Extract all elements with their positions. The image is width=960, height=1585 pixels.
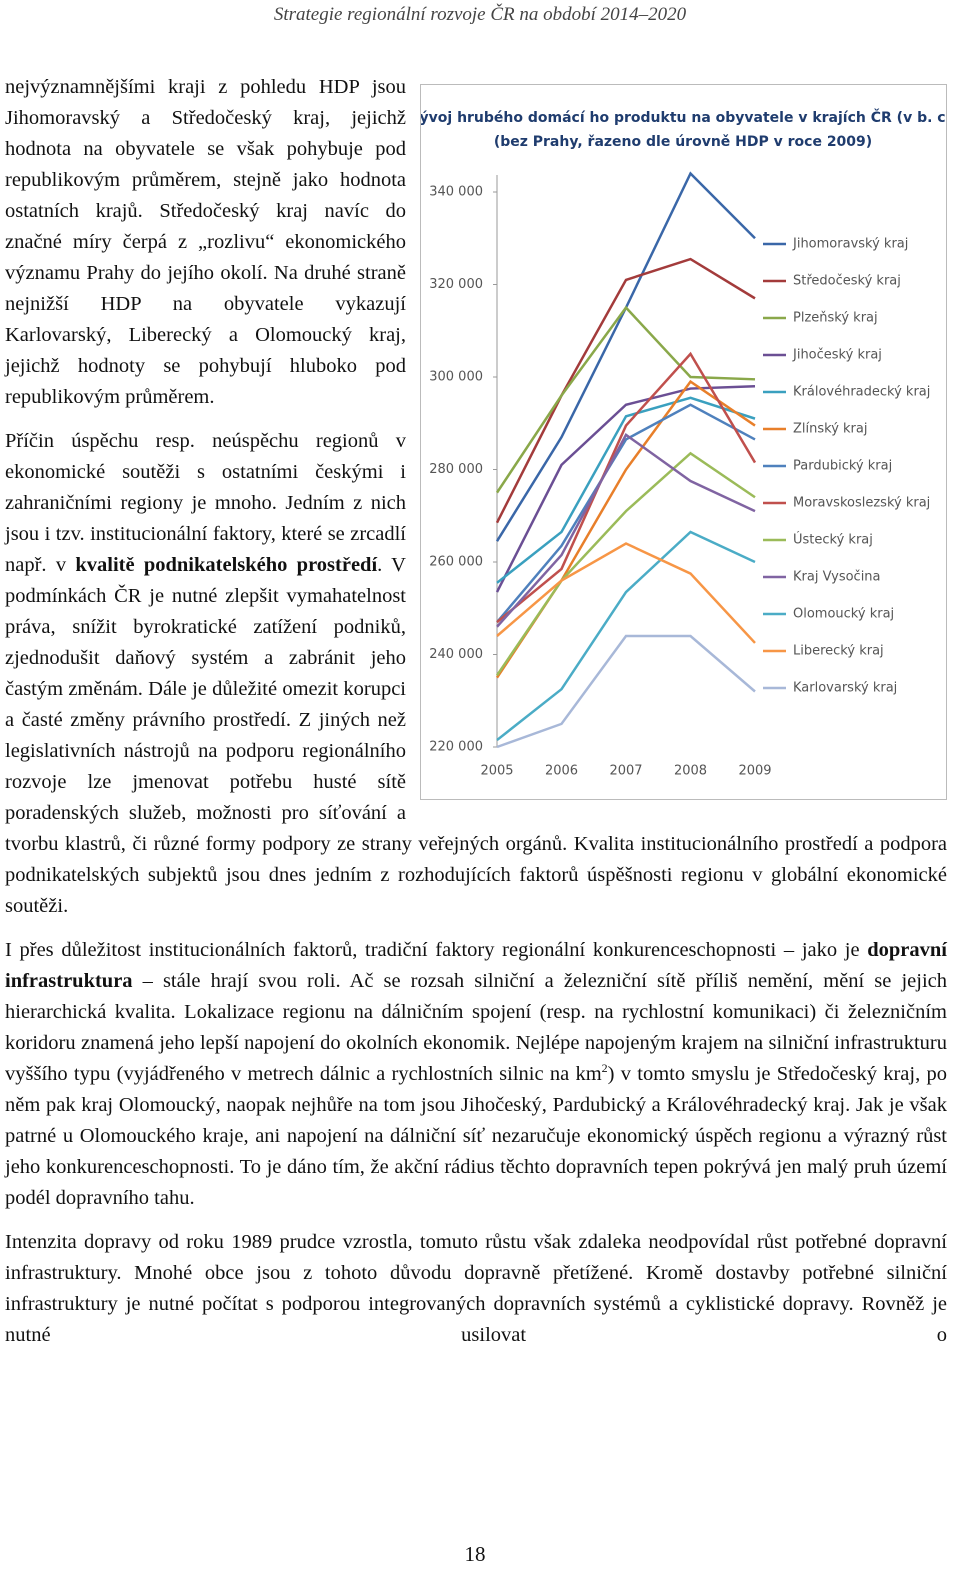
text-run: – stále hrají svou roli. Ač se rozsah si… [5, 970, 947, 1085]
y-tick-label: 300 000 [429, 370, 483, 385]
legend-label: Zlínský kraj [793, 422, 867, 437]
chart-title: Vývoj hrubého domácí ho produktu na obyv… [421, 108, 946, 126]
legend-label: Středočeský kraj [793, 274, 901, 289]
series-line [495, 171, 756, 542]
chart: Vývoj hrubého domácí ho produktu na obyv… [421, 108, 946, 779]
y-tick-label: 260 000 [429, 555, 483, 570]
legend-label: Královéhradecký kraj [793, 385, 930, 400]
text-run: nejvýznamnějšími kraji z pohledu HDP jso… [5, 76, 406, 408]
legend-label: Jihomoravský kraj [792, 237, 908, 252]
legend-label: Kraj Vysočina [793, 570, 881, 585]
text-body: Vývoj hrubého domácí ho produktu na obyv… [5, 72, 947, 1364]
legend-label: Jihočeský kraj [792, 348, 882, 363]
paragraph: Intenzita dopravy od roku 1989 prudce vz… [5, 1227, 947, 1351]
y-tick-label: 340 000 [429, 185, 483, 200]
text-run: I přes důležitost institucionálních fakt… [5, 939, 868, 961]
text-run: Intenzita dopravy od roku 1989 prudce vz… [5, 1231, 947, 1346]
series-line [496, 351, 757, 624]
bold-run: dopravní infrastruktura [5, 939, 947, 992]
x-tick-label: 2006 [545, 764, 578, 779]
series-line [496, 530, 756, 742]
text-run: . V podmínkách ČR je nutné zlepšit vymah… [5, 554, 947, 917]
x-tick-label: 2008 [674, 764, 707, 779]
series-line [496, 432, 756, 628]
y-tick-label: 280 000 [429, 462, 483, 477]
legend-label: Plzeňský kraj [793, 311, 878, 326]
legend-label: Pardubický kraj [793, 459, 892, 474]
legend-label: Olomoucký kraj [793, 607, 894, 622]
legend-label: Ústecký kraj [793, 532, 873, 548]
x-tick-label: 2007 [609, 764, 642, 779]
legend-label: Moravskoslezský kraj [793, 496, 930, 511]
legend-label: Liberecký kraj [793, 644, 884, 659]
bold-run: kvalitě podnikatelského prostředí [75, 554, 378, 576]
text-run: ) v tomto smyslu je Středočeský kraj, po… [5, 1063, 947, 1209]
series-line [496, 634, 756, 749]
chart-subtitle: (bez Prahy, řazeno dle úrovně HDP v roce… [494, 134, 872, 150]
series-line [495, 305, 756, 494]
series-line [495, 257, 756, 524]
legend-label: Karlovarský kraj [793, 681, 897, 696]
chart-frame: Vývoj hrubého domácí ho produktu na obyv… [420, 84, 947, 800]
y-tick-label: 220 000 [429, 740, 483, 755]
running-header: Strategie regionální rozvoje ČR na obdob… [273, 4, 687, 25]
paragraph: Příčin úspěchu resp. neúspěchu regionů v… [5, 426, 947, 922]
series-line [496, 396, 756, 584]
text-run: Příčin úspěchu resp. neúspěchu regionů v… [5, 430, 406, 576]
paragraph: nejvýznamnějšími kraji z pohledu HDP jso… [5, 72, 947, 413]
series-line [495, 451, 756, 677]
y-tick-label: 320 000 [429, 277, 483, 292]
x-tick-label: 2005 [480, 764, 513, 779]
x-tick-label: 2009 [738, 764, 771, 779]
page-number: 18 [464, 1542, 486, 1566]
paragraph: I přes důležitost institucionálních fakt… [5, 935, 947, 1214]
series-line [496, 403, 756, 623]
series-line [496, 542, 756, 644]
superscript: 2 [601, 1061, 608, 1076]
y-tick-label: 240 000 [429, 647, 483, 662]
